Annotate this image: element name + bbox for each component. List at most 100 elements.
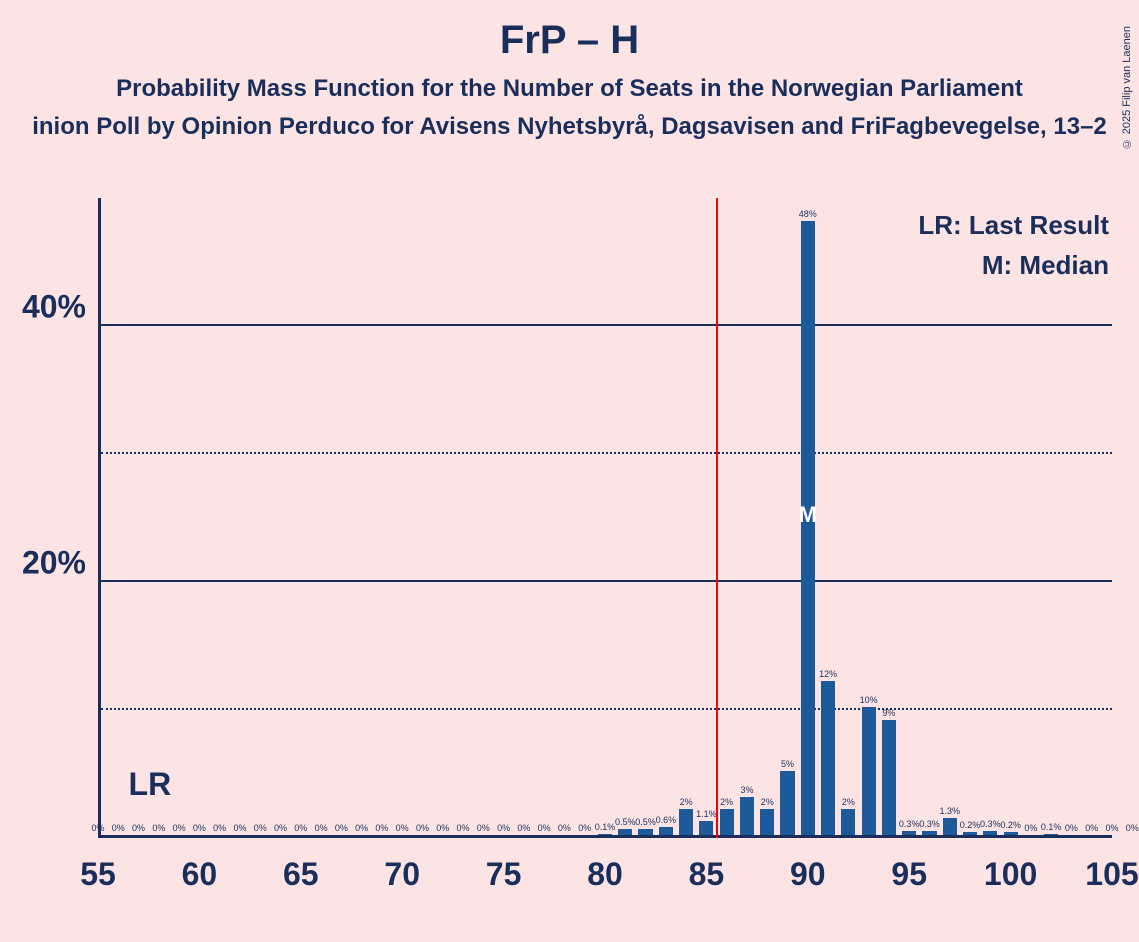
bar-value-label: 0% — [1126, 823, 1139, 833]
pmf-bar — [1044, 834, 1058, 835]
bar-value-label: 48% — [799, 209, 817, 219]
pmf-bar — [963, 832, 977, 835]
bar-value-label: 12% — [819, 669, 837, 679]
bar-value-label: 10% — [860, 695, 878, 705]
x-tick-label: 60 — [182, 856, 218, 893]
last-result-marker: LR — [129, 766, 172, 803]
bar-value-label: 0% — [233, 823, 246, 833]
pmf-bar — [638, 829, 652, 835]
bar-value-label: 2% — [680, 797, 693, 807]
gridline — [101, 580, 1112, 582]
bar-value-label: 0% — [355, 823, 368, 833]
pmf-bar — [821, 681, 835, 835]
x-tick-label: 55 — [80, 856, 116, 893]
bar-value-label: 0% — [213, 823, 226, 833]
bar-value-label: 0% — [91, 823, 104, 833]
pmf-bar — [862, 707, 876, 835]
bar-value-label: 0% — [1105, 823, 1118, 833]
x-tick-label: 75 — [486, 856, 522, 893]
y-tick-label: 20% — [22, 545, 86, 582]
x-tick-label: 100 — [984, 856, 1037, 893]
legend-last-result: LR: Last Result — [918, 210, 1109, 241]
bar-value-label: 0.3% — [919, 819, 940, 829]
chart-title: FrP – H — [0, 18, 1139, 63]
chart-subtitle: Probability Mass Function for the Number… — [0, 75, 1139, 103]
bar-value-label: 0% — [477, 823, 490, 833]
copyright-text: © 2025 Filip van Laenen — [1121, 26, 1133, 149]
median-marker: M — [799, 502, 817, 528]
bar-value-label: 0% — [152, 823, 165, 833]
pmf-bar — [902, 831, 916, 835]
gridline — [101, 324, 1112, 326]
pmf-bar — [679, 809, 693, 835]
bar-value-label: 2% — [720, 797, 733, 807]
x-axis — [98, 835, 1112, 838]
bar-value-label: 0% — [375, 823, 388, 833]
bar-value-label: 5% — [781, 759, 794, 769]
x-tick-label: 90 — [790, 856, 826, 893]
bar-value-label: 3% — [740, 785, 753, 795]
bar-value-label: 0% — [112, 823, 125, 833]
bar-value-label: 0% — [1024, 823, 1037, 833]
bar-value-label: 0% — [497, 823, 510, 833]
bar-value-label: 0% — [578, 823, 591, 833]
bar-value-label: 0.1% — [1041, 822, 1062, 832]
pmf-bar — [618, 829, 632, 835]
bar-value-label: 0% — [294, 823, 307, 833]
bar-value-label: 0.6% — [656, 815, 677, 825]
pmf-bar — [598, 834, 612, 835]
bar-value-label: 0% — [132, 823, 145, 833]
bar-value-label: 0% — [517, 823, 530, 833]
bar-value-label: 0% — [416, 823, 429, 833]
bar-value-label: 0% — [436, 823, 449, 833]
pmf-bar — [943, 818, 957, 835]
gridline — [101, 452, 1112, 454]
pmf-bar — [740, 797, 754, 835]
bar-value-label: 0.2% — [1000, 820, 1021, 830]
bar-value-label: 0% — [1065, 823, 1078, 833]
y-axis — [98, 198, 101, 838]
x-tick-label: 95 — [891, 856, 927, 893]
bar-value-label: 9% — [882, 708, 895, 718]
pmf-bar — [922, 831, 936, 835]
pmf-bar — [659, 827, 673, 835]
bar-value-label: 0% — [274, 823, 287, 833]
bar-value-label: 0% — [193, 823, 206, 833]
majority-threshold-line — [716, 198, 718, 838]
bar-value-label: 0% — [335, 823, 348, 833]
chart-plot-area: 20%40%5560657075808590951001050%0%0%0%0%… — [98, 198, 1112, 838]
legend-median: M: Median — [982, 250, 1109, 281]
pmf-bar — [983, 831, 997, 835]
pmf-bar — [699, 821, 713, 835]
x-tick-label: 70 — [384, 856, 420, 893]
pmf-bar — [780, 771, 794, 835]
gridline — [101, 708, 1112, 710]
bar-value-label: 0.1% — [595, 822, 616, 832]
x-tick-label: 105 — [1085, 856, 1138, 893]
bar-value-label: 0% — [1085, 823, 1098, 833]
bar-value-label: 0% — [558, 823, 571, 833]
bar-value-label: 0% — [173, 823, 186, 833]
bar-value-label: 2% — [761, 797, 774, 807]
x-tick-label: 65 — [283, 856, 319, 893]
bar-value-label: 0% — [457, 823, 470, 833]
bar-value-label: 0% — [254, 823, 267, 833]
bar-value-label: 0.5% — [635, 817, 656, 827]
bar-value-label: 0.2% — [960, 820, 981, 830]
pmf-bar — [720, 809, 734, 835]
bar-value-label: 0% — [315, 823, 328, 833]
bar-value-label: 0.3% — [899, 819, 920, 829]
poll-source-line: inion Poll by Opinion Perduco for Avisen… — [0, 113, 1139, 141]
pmf-bar — [760, 809, 774, 835]
y-tick-label: 40% — [22, 289, 86, 326]
pmf-bar — [841, 809, 855, 835]
pmf-bar — [882, 720, 896, 835]
bar-value-label: 0% — [538, 823, 551, 833]
x-tick-label: 85 — [689, 856, 725, 893]
x-tick-label: 80 — [587, 856, 623, 893]
bar-value-label: 0.5% — [615, 817, 636, 827]
bar-value-label: 0.3% — [980, 819, 1001, 829]
bar-value-label: 0% — [396, 823, 409, 833]
bar-value-label: 1.1% — [696, 809, 717, 819]
bar-value-label: 2% — [842, 797, 855, 807]
